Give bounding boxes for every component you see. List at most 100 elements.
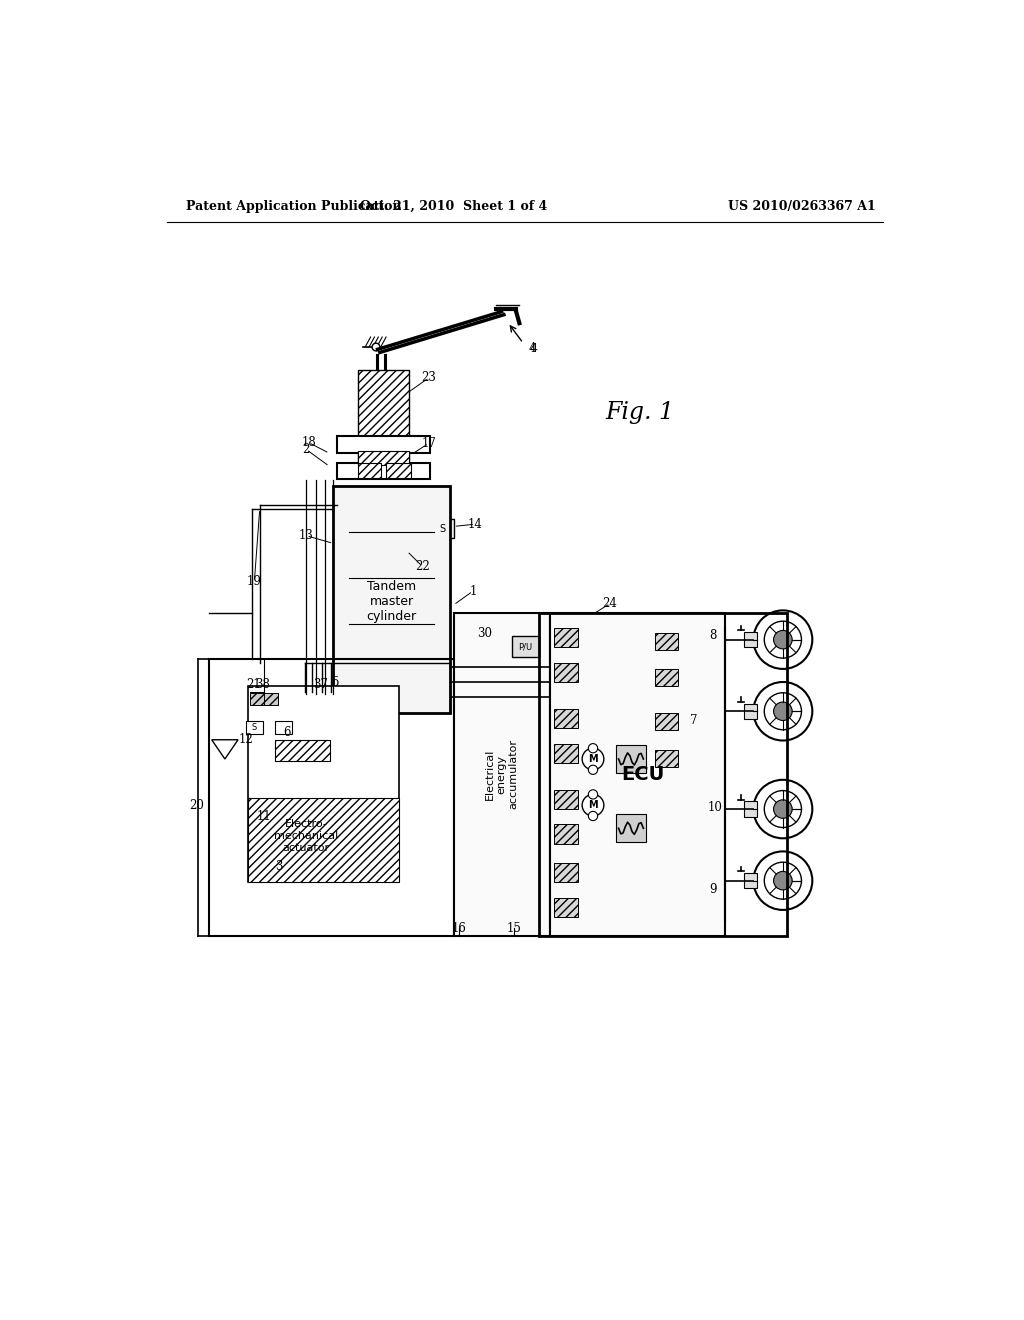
Text: 20: 20 — [188, 799, 204, 812]
Circle shape — [589, 789, 598, 799]
Circle shape — [773, 800, 793, 818]
Circle shape — [764, 791, 802, 828]
Circle shape — [764, 622, 802, 659]
Bar — [554, 709, 578, 729]
Text: 12: 12 — [239, 733, 253, 746]
Bar — [554, 789, 578, 809]
Bar — [554, 743, 578, 763]
Circle shape — [754, 780, 812, 838]
Text: 15: 15 — [507, 921, 521, 935]
Text: 37: 37 — [312, 677, 328, 690]
Bar — [358, 462, 381, 478]
Text: Tandem
master
cylinder: Tandem master cylinder — [367, 579, 417, 623]
Bar — [655, 713, 678, 730]
Bar — [209, 659, 454, 936]
Text: Oct. 21, 2010  Sheet 1 of 4: Oct. 21, 2010 Sheet 1 of 4 — [359, 199, 547, 213]
Bar — [744, 704, 757, 719]
Bar — [512, 636, 539, 657]
Text: 30: 30 — [477, 627, 492, 640]
Bar — [744, 632, 757, 647]
Circle shape — [583, 795, 604, 816]
Text: M: M — [588, 754, 598, 764]
Bar — [432, 519, 454, 539]
Text: 10: 10 — [708, 801, 723, 814]
Bar — [365, 536, 407, 570]
Text: 8: 8 — [710, 630, 717, 643]
Bar — [248, 722, 255, 730]
Bar — [434, 521, 443, 531]
Bar — [616, 744, 646, 774]
Text: 2: 2 — [302, 444, 310, 455]
Text: Patent Application Publication: Patent Application Publication — [186, 199, 401, 213]
Bar — [454, 612, 550, 936]
Circle shape — [754, 851, 812, 909]
Bar — [744, 873, 757, 888]
Text: 4: 4 — [529, 342, 538, 355]
Text: 9: 9 — [710, 883, 717, 896]
Circle shape — [773, 871, 793, 890]
Bar — [248, 686, 399, 882]
Text: 16: 16 — [452, 921, 466, 935]
Bar — [655, 750, 678, 767]
Text: 4: 4 — [528, 342, 537, 355]
Text: Electro-
mechanical
actuator: Electro- mechanical actuator — [274, 820, 338, 853]
Text: 38: 38 — [255, 677, 269, 690]
Text: Fig. 1: Fig. 1 — [605, 401, 674, 424]
Bar — [358, 451, 409, 465]
Text: 7: 7 — [690, 714, 697, 727]
Circle shape — [773, 702, 793, 721]
Bar — [539, 612, 786, 936]
Text: 18: 18 — [301, 436, 316, 449]
Bar — [655, 634, 678, 651]
Text: 23: 23 — [421, 371, 436, 384]
Bar — [554, 663, 578, 682]
Text: 17: 17 — [421, 437, 436, 450]
Text: 24: 24 — [602, 597, 617, 610]
Text: 14: 14 — [468, 517, 482, 531]
Bar — [337, 462, 430, 479]
Text: S: S — [439, 524, 445, 533]
Text: 11: 11 — [256, 810, 271, 824]
Circle shape — [372, 343, 380, 351]
Bar — [248, 797, 399, 882]
Bar — [655, 669, 678, 686]
Bar — [386, 462, 411, 478]
Text: 3: 3 — [275, 861, 283, 874]
Circle shape — [754, 610, 812, 669]
Circle shape — [754, 682, 812, 741]
Text: 19: 19 — [247, 576, 262, 589]
Text: 13: 13 — [299, 529, 313, 543]
Bar — [246, 721, 263, 734]
Bar — [263, 693, 278, 705]
Bar — [251, 693, 264, 705]
Bar — [744, 801, 757, 817]
Bar — [275, 739, 330, 762]
Text: Electrical
energy
accumulator: Electrical energy accumulator — [485, 739, 518, 809]
Circle shape — [589, 812, 598, 821]
Text: 6: 6 — [283, 726, 291, 739]
Circle shape — [764, 862, 802, 899]
Text: M: M — [588, 800, 598, 810]
Circle shape — [773, 631, 793, 649]
Bar — [550, 612, 725, 936]
Bar — [616, 814, 646, 842]
Circle shape — [583, 748, 604, 770]
Circle shape — [589, 766, 598, 775]
Text: P/U: P/U — [518, 642, 531, 651]
Bar — [554, 628, 578, 647]
Circle shape — [589, 743, 598, 752]
Bar — [554, 863, 578, 882]
Text: US 2010/0263367 A1: US 2010/0263367 A1 — [728, 199, 877, 213]
Bar — [337, 436, 430, 453]
Bar — [554, 825, 578, 843]
Text: 5: 5 — [332, 676, 339, 689]
Text: 1: 1 — [469, 585, 476, 598]
Text: 21: 21 — [246, 677, 261, 690]
Bar — [275, 721, 292, 734]
Bar — [554, 898, 578, 917]
Circle shape — [764, 693, 802, 730]
Bar — [358, 370, 409, 462]
Bar — [334, 486, 450, 713]
Text: S: S — [252, 723, 257, 731]
Text: ECU: ECU — [622, 764, 665, 784]
